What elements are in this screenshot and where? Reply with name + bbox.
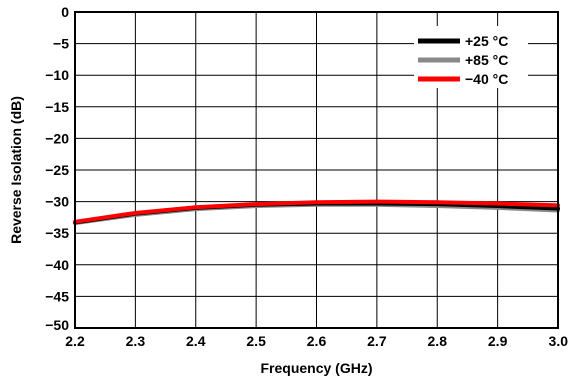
y-tick-label: −40 bbox=[45, 257, 69, 273]
x-tick-label: 2.2 bbox=[65, 333, 85, 349]
x-axis-title: Frequency (GHz) bbox=[260, 360, 372, 376]
x-tick-label: 2.8 bbox=[428, 333, 448, 349]
y-tick-label: −35 bbox=[45, 225, 69, 241]
x-tick-label: 2.9 bbox=[488, 333, 508, 349]
y-tick-label: −50 bbox=[45, 317, 69, 333]
x-tick-label: 2.3 bbox=[126, 333, 146, 349]
y-axis-title: Reverse Isolation (dB) bbox=[8, 96, 24, 244]
y-tick-label: −5 bbox=[53, 36, 69, 52]
x-tick-label: 3.0 bbox=[549, 333, 569, 349]
y-tick-label: −15 bbox=[45, 99, 69, 115]
y-tick-label: −30 bbox=[45, 194, 69, 210]
legend-label: +25 °C bbox=[465, 33, 508, 49]
y-tick-label: −10 bbox=[45, 67, 69, 83]
x-tick-label: 2.7 bbox=[367, 333, 387, 349]
y-tick-label: −25 bbox=[45, 162, 69, 178]
legend-label: +85 °C bbox=[465, 52, 508, 68]
legend: +25 °C +85 °C −40 °C bbox=[414, 26, 528, 88]
legend-label: −40 °C bbox=[465, 71, 508, 87]
x-tick-label: 2.6 bbox=[307, 333, 327, 349]
series-lines bbox=[73, 199, 560, 226]
series-line bbox=[73, 199, 560, 224]
y-tick-label: −45 bbox=[45, 288, 69, 304]
plot-frame bbox=[74, 11, 559, 329]
x-tick-label: 2.5 bbox=[246, 333, 266, 349]
tick-labels: 0 −5 −10 −15 −20 −25 −30 −35 −40 −45 −502.2 2.3 2.4 2… bbox=[45, 4, 568, 349]
x-tick-label: 2.4 bbox=[186, 333, 206, 349]
y-tick-label: −20 bbox=[45, 130, 69, 146]
y-tick-label: 0 bbox=[61, 4, 69, 20]
